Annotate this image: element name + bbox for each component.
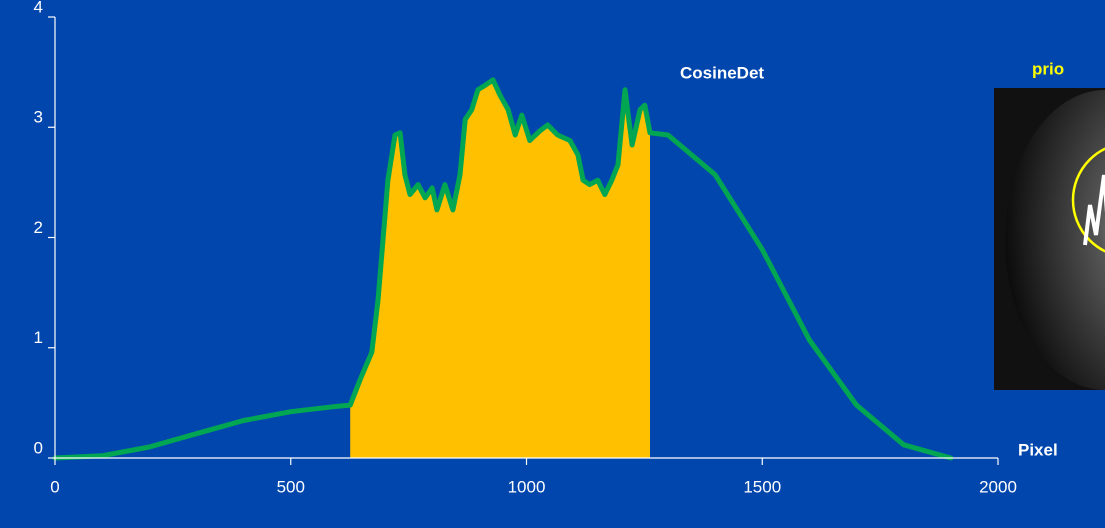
image-detail — [1083, 174, 1105, 246]
x-tick-label: 500 — [277, 477, 305, 496]
area — [350, 79, 650, 459]
x-tick-label: 1500 — [743, 477, 781, 496]
x-axis-label: Pixel — [1018, 440, 1058, 459]
y-tick-label: 4 — [34, 0, 43, 16]
image-body — [1005, 90, 1105, 390]
y-tick-label: 3 — [34, 108, 43, 127]
x-tick-label: 0 — [50, 477, 59, 496]
x-tick-label: 2000 — [979, 477, 1017, 496]
y-tick-label: 2 — [34, 218, 43, 237]
side-title: prio — [1032, 59, 1064, 78]
y-tick-label: 1 — [34, 328, 43, 347]
y-tick-label: 0 — [34, 438, 43, 457]
x-tick-label: 1000 — [508, 477, 546, 496]
line — [52, 77, 954, 461]
inset-image — [994, 88, 1105, 390]
image-circle — [1071, 147, 1105, 253]
annotation: CosineDet — [680, 63, 764, 82]
